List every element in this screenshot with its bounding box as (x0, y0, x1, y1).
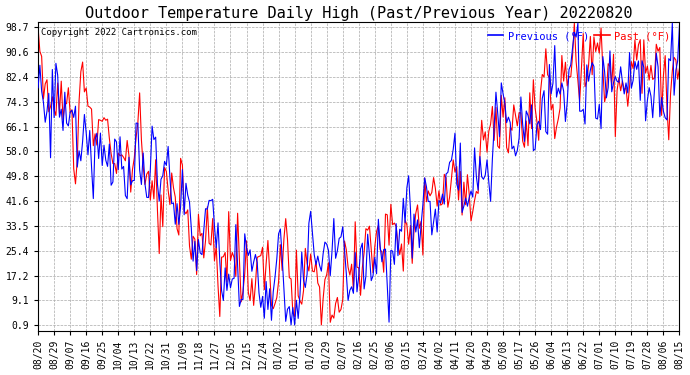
Title: Outdoor Temperature Daily High (Past/Previous Year) 20220820: Outdoor Temperature Daily High (Past/Pre… (85, 6, 633, 21)
Text: Copyright 2022 Cartronics.com: Copyright 2022 Cartronics.com (41, 28, 197, 37)
Legend: Previous (°F), Past (°F): Previous (°F), Past (°F) (484, 27, 674, 45)
